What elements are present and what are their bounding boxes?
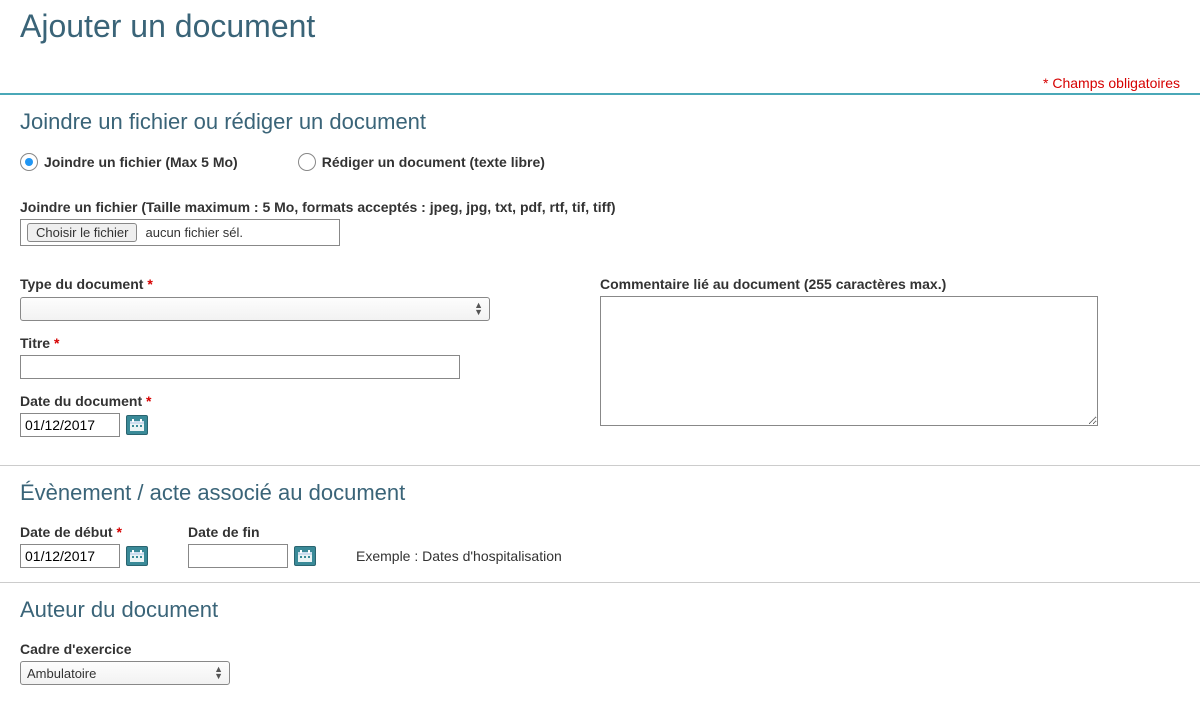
- radio-write-document-indicator: [298, 153, 316, 171]
- comment-textarea[interactable]: [600, 296, 1098, 426]
- doc-type-label: Type du document *: [20, 276, 540, 292]
- date-example-text: Exemple : Dates d'hospitalisation: [356, 548, 562, 568]
- end-date-label: Date de fin: [188, 524, 316, 540]
- file-choose-button[interactable]: Choisir le fichier: [27, 223, 137, 242]
- doc-type-select[interactable]: ▲▼: [20, 297, 490, 321]
- divider-2: [0, 582, 1200, 583]
- calendar-icon[interactable]: [126, 546, 148, 566]
- section-attach-title: Joindre un fichier ou rédiger un documen…: [20, 109, 1180, 135]
- cadre-select[interactable]: Ambulatoire ▲▼: [20, 661, 230, 685]
- page-title: Ajouter un document: [20, 8, 1180, 45]
- start-date-input[interactable]: [20, 544, 120, 568]
- cadre-value: Ambulatoire: [27, 666, 96, 681]
- comment-label: Commentaire lié au document (255 caractè…: [600, 276, 1180, 292]
- divider-top: [0, 93, 1200, 95]
- radio-attach-file-indicator: [20, 153, 38, 171]
- file-field-label: Joindre un fichier (Taille maximum : 5 M…: [20, 199, 1180, 215]
- doc-title-input[interactable]: [20, 355, 460, 379]
- start-date-label: Date de début *: [20, 524, 148, 540]
- calendar-icon[interactable]: [294, 546, 316, 566]
- chevron-updown-icon: ▲▼: [474, 302, 483, 316]
- doc-date-input[interactable]: [20, 413, 120, 437]
- calendar-icon[interactable]: [126, 415, 148, 435]
- doc-date-label: Date du document *: [20, 393, 540, 409]
- radio-write-document-label: Rédiger un document (texte libre): [322, 154, 545, 170]
- end-date-input[interactable]: [188, 544, 288, 568]
- chevron-updown-icon: ▲▼: [214, 666, 223, 680]
- radio-attach-file[interactable]: Joindre un fichier (Max 5 Mo): [20, 153, 238, 171]
- section-event-title: Évènement / acte associé au document: [20, 480, 1180, 506]
- section-author-title: Auteur du document: [20, 597, 1180, 623]
- file-status-text: aucun fichier sél.: [145, 225, 243, 240]
- doc-title-label: Titre *: [20, 335, 540, 351]
- radio-write-document[interactable]: Rédiger un document (texte libre): [298, 153, 545, 171]
- file-input[interactable]: Choisir le fichier aucun fichier sél.: [20, 219, 340, 246]
- cadre-label: Cadre d'exercice: [20, 641, 1180, 657]
- divider-1: [0, 465, 1200, 466]
- radio-attach-file-label: Joindre un fichier (Max 5 Mo): [44, 154, 238, 170]
- required-fields-note: * Champs obligatoires: [20, 75, 1180, 91]
